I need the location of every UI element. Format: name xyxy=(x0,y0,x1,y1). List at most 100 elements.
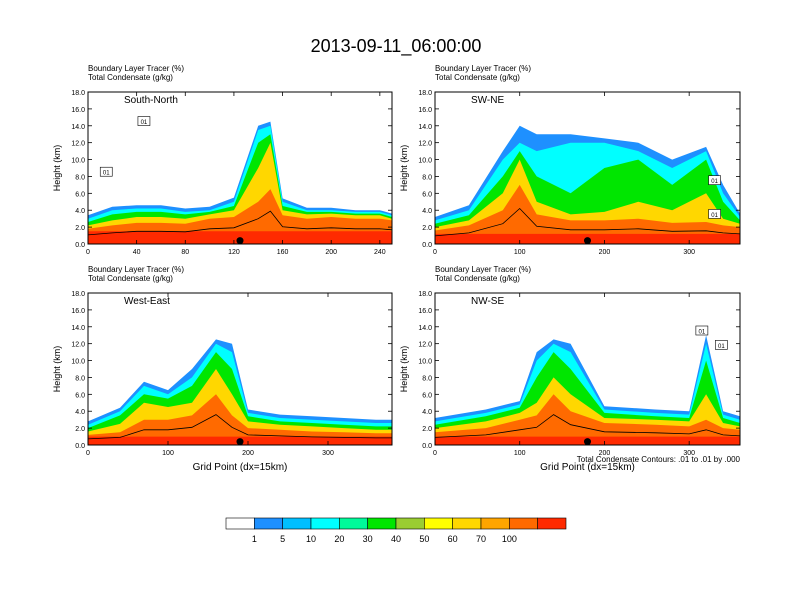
field-level-10 xyxy=(435,394,740,445)
y-tick-label: 16.0 xyxy=(71,107,85,114)
colorbar-tick-label: 100 xyxy=(502,534,517,544)
y-tick-label: 14.0 xyxy=(418,124,432,131)
y-tick-label: 6.0 xyxy=(75,191,85,198)
y-axis-label: Height (km) xyxy=(399,145,409,192)
location-marker xyxy=(236,237,244,245)
colorbar-tick-label: 1 xyxy=(252,534,257,544)
contour-label-box xyxy=(715,340,728,350)
x-tick-label: 300 xyxy=(683,450,695,457)
colorbar-swatch xyxy=(367,517,397,530)
y-tick-label: 2.0 xyxy=(75,426,85,433)
y-tick-label: 8.0 xyxy=(422,375,432,382)
colorbar-tick-label: 60 xyxy=(448,534,458,544)
colorbar-swatch xyxy=(310,517,340,530)
panel-variable-label: Total Condensate (g/kg) xyxy=(88,274,173,283)
y-tick-label: 8.0 xyxy=(75,375,85,382)
x-tick-label: 200 xyxy=(599,450,611,457)
x-tick-label: 100 xyxy=(514,249,526,256)
y-tick-label: 14.0 xyxy=(71,124,85,131)
y-tick-label: 0.0 xyxy=(422,443,432,450)
contour-label-box xyxy=(137,116,151,126)
y-tick-label: 18.0 xyxy=(418,291,432,298)
x-axis-label: Grid Point (dx=15km) xyxy=(540,462,635,473)
y-tick-label: 10.0 xyxy=(418,359,432,366)
y-tick-label: 16.0 xyxy=(418,308,432,315)
y-tick-label: 18.0 xyxy=(71,291,85,298)
y-tick-label: 6.0 xyxy=(422,191,432,198)
x-tick-label: 300 xyxy=(322,450,334,457)
y-tick-label: 18.0 xyxy=(71,90,85,97)
tracer-field xyxy=(88,339,392,445)
colorbar-tick-label: 10 xyxy=(306,534,316,544)
location-marker xyxy=(584,237,591,245)
y-axis-label: Height (km) xyxy=(52,145,62,192)
panel-variable-label: Boundary Layer Tracer (%) xyxy=(88,64,184,73)
y-tick-label: 0.0 xyxy=(422,242,432,249)
contour-label: 01 xyxy=(718,344,725,350)
contour-label: 01 xyxy=(711,213,718,219)
y-tick-label: 6.0 xyxy=(75,392,85,399)
panel-direction-label: NW-SE xyxy=(471,296,504,307)
panel-variable-label: Boundary Layer Tracer (%) xyxy=(435,265,531,274)
x-tick-label: 100 xyxy=(162,450,174,457)
panel-variable-label: Boundary Layer Tracer (%) xyxy=(435,64,531,73)
y-tick-label: 4.0 xyxy=(75,208,85,215)
x-tick-label: 300 xyxy=(683,249,695,256)
colorbar-swatch xyxy=(509,517,538,530)
colorbar-swatch xyxy=(282,517,312,530)
y-tick-label: 2.0 xyxy=(75,225,85,232)
panel-direction-label: South-North xyxy=(124,95,178,106)
panel-south-north: 0.0 2.0 4.0 6.0 8.0 10.0 12.0 14.0 16.0 18.0 0 40 80… xyxy=(52,64,393,256)
x-tick-label: 200 xyxy=(599,249,611,256)
x-tick-label: 200 xyxy=(325,249,337,256)
y-tick-label: 12.0 xyxy=(71,141,85,148)
x-tick-label: 240 xyxy=(374,249,386,256)
x-tick-label: 160 xyxy=(277,249,289,256)
field-level-10 xyxy=(435,184,740,244)
x-tick-label: 0 xyxy=(86,249,90,256)
colorbar-swatch xyxy=(254,517,283,530)
location-marker xyxy=(236,438,244,446)
x-tick-label: 0 xyxy=(433,249,437,256)
x-tick-label: 40 xyxy=(133,249,141,256)
panel-variable-label: Total Condensate (g/kg) xyxy=(88,73,173,82)
y-tick-label: 8.0 xyxy=(75,174,85,181)
y-axis-label: Height (km) xyxy=(399,346,409,393)
colorbar-tick-label: 20 xyxy=(334,534,344,544)
contour-label: 01 xyxy=(141,120,148,126)
y-tick-label: 16.0 xyxy=(418,107,432,114)
y-tick-label: 12.0 xyxy=(71,342,85,349)
colorbar-swatch xyxy=(395,517,425,530)
condensate-contour xyxy=(88,210,392,236)
panel-variable-label: Boundary Layer Tracer (%) xyxy=(88,265,184,274)
contour-label-box xyxy=(708,175,721,185)
condensate-contour xyxy=(435,207,740,237)
colorbar-tick-label: 70 xyxy=(476,534,486,544)
y-tick-label: 10.0 xyxy=(418,158,432,165)
colorbar-tick-label: 30 xyxy=(363,534,373,544)
contour-label-box xyxy=(99,166,113,177)
x-tick-label: 120 xyxy=(228,249,240,256)
y-tick-label: 4.0 xyxy=(422,409,432,416)
panel-variable-label: Total Condensate (g/kg) xyxy=(435,274,520,283)
colorbar: 1 5 10 20 30 40 50 60 70 100 xyxy=(225,517,567,544)
x-tick-label: 80 xyxy=(181,249,189,256)
colorbar-swatch xyxy=(452,517,482,530)
panel-nw-se: 0.0 2.0 4.0 6.0 8.0 10.0 12.0 14.0 16.0 18.0 0 100 2… xyxy=(399,265,741,473)
panel-direction-label: West-East xyxy=(124,296,170,307)
y-tick-label: 4.0 xyxy=(75,409,85,416)
tracer-field xyxy=(435,125,740,244)
y-tick-label: 14.0 xyxy=(71,325,85,332)
colorbar-swatch xyxy=(339,517,368,530)
y-tick-label: 12.0 xyxy=(418,342,432,349)
panel-direction-label: SW-NE xyxy=(471,95,504,106)
y-tick-label: 0.0 xyxy=(75,242,85,249)
tracer-field xyxy=(88,121,392,244)
colorbar-tick-label: 5 xyxy=(280,534,285,544)
y-tick-label: 12.0 xyxy=(418,141,432,148)
contour-label: 01 xyxy=(711,179,718,185)
y-tick-label: 10.0 xyxy=(71,359,85,366)
contour-label-box xyxy=(695,325,709,336)
y-tick-label: 10.0 xyxy=(71,158,85,165)
y-tick-label: 4.0 xyxy=(422,208,432,215)
